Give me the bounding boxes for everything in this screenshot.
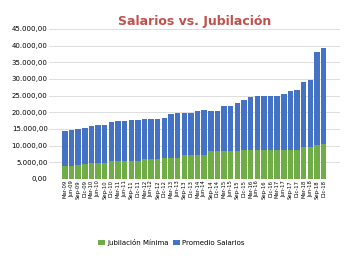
Bar	[222, 106, 227, 151]
Bar	[208, 110, 214, 151]
Bar	[202, 110, 207, 155]
Bar	[76, 165, 81, 179]
Bar	[115, 161, 121, 179]
Bar	[115, 121, 121, 161]
Bar	[215, 151, 220, 179]
Bar	[248, 97, 253, 150]
Bar	[175, 158, 180, 179]
Bar	[95, 125, 101, 163]
Bar	[162, 158, 167, 179]
Bar	[155, 119, 161, 159]
Bar	[254, 95, 260, 150]
Bar	[208, 151, 214, 179]
Bar	[182, 113, 187, 155]
Bar	[62, 130, 68, 166]
Bar	[294, 90, 300, 150]
Bar	[288, 150, 293, 179]
Bar	[215, 111, 220, 151]
Bar	[241, 100, 247, 150]
Bar	[82, 164, 88, 179]
Bar	[82, 128, 88, 164]
Bar	[89, 125, 94, 163]
Bar	[188, 113, 194, 155]
Bar	[234, 151, 240, 179]
Bar	[162, 118, 167, 158]
Bar	[261, 150, 267, 179]
Bar	[248, 150, 253, 179]
Bar	[281, 150, 287, 179]
Bar	[188, 155, 194, 179]
Bar	[268, 150, 273, 179]
Bar	[128, 120, 134, 161]
Bar	[202, 155, 207, 179]
Title: Salarios vs. Jubilación: Salarios vs. Jubilación	[118, 15, 271, 28]
Bar	[254, 150, 260, 179]
Bar	[175, 113, 180, 158]
Bar	[228, 151, 233, 179]
Bar	[76, 129, 81, 165]
Bar	[122, 161, 127, 179]
Bar	[148, 119, 154, 159]
Bar	[314, 145, 320, 179]
Bar	[102, 163, 107, 179]
Bar	[102, 125, 107, 163]
Legend: Jubilación Mínima, Promedio Salarios: Jubilación Mínima, Promedio Salarios	[95, 236, 247, 249]
Bar	[128, 161, 134, 179]
Bar	[108, 161, 114, 179]
Bar	[69, 130, 74, 166]
Bar	[241, 150, 247, 179]
Bar	[135, 120, 141, 161]
Bar	[308, 147, 313, 179]
Bar	[321, 144, 326, 179]
Bar	[148, 159, 154, 179]
Bar	[182, 155, 187, 179]
Bar	[195, 111, 200, 155]
Bar	[155, 159, 161, 179]
Bar	[95, 163, 101, 179]
Bar	[135, 161, 141, 179]
Bar	[142, 119, 147, 159]
Bar	[268, 95, 273, 150]
Bar	[281, 94, 287, 150]
Bar	[168, 114, 174, 158]
Bar	[321, 48, 326, 144]
Bar	[234, 103, 240, 151]
Bar	[274, 95, 280, 150]
Bar	[69, 166, 74, 179]
Bar	[314, 52, 320, 145]
Bar	[294, 150, 300, 179]
Bar	[222, 151, 227, 179]
Bar	[168, 158, 174, 179]
Bar	[301, 82, 306, 147]
Bar	[108, 122, 114, 161]
Bar	[274, 150, 280, 179]
Bar	[261, 95, 267, 150]
Bar	[142, 159, 147, 179]
Bar	[301, 147, 306, 179]
Bar	[122, 120, 127, 161]
Bar	[288, 90, 293, 150]
Bar	[195, 155, 200, 179]
Bar	[89, 163, 94, 179]
Bar	[228, 106, 233, 151]
Bar	[62, 166, 68, 179]
Bar	[308, 80, 313, 147]
